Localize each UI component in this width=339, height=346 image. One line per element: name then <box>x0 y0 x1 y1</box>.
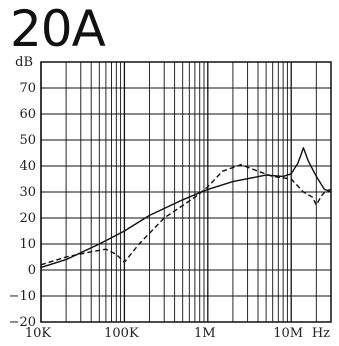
series-line-solid <box>40 147 332 269</box>
series-line-dashed <box>40 164 332 266</box>
y-tick-label: 30 <box>19 185 36 200</box>
chart-title: 20A <box>10 0 106 58</box>
x-tick-label: 1M <box>194 326 216 341</box>
y-tick-label: 70 <box>19 81 36 96</box>
y-unit-label: dB <box>15 55 33 70</box>
y-tick-label: 60 <box>19 107 36 122</box>
y-tick-label: 50 <box>19 133 36 148</box>
y-tick-label: 20 <box>19 211 36 226</box>
y-tick-label: −10 <box>9 289 36 304</box>
x-unit-label: Hz <box>312 326 330 341</box>
y-tick-label: −20 <box>9 315 36 330</box>
x-tick-label: 100K <box>104 326 139 341</box>
y-tick-label: 10 <box>19 237 36 252</box>
grid <box>40 61 332 323</box>
x-tick-label: 10M <box>273 326 303 341</box>
x-tick-label: 10K <box>25 326 52 341</box>
y-tick-label: 40 <box>19 159 36 174</box>
series-group <box>40 147 332 269</box>
y-tick-label: 0 <box>28 263 36 278</box>
